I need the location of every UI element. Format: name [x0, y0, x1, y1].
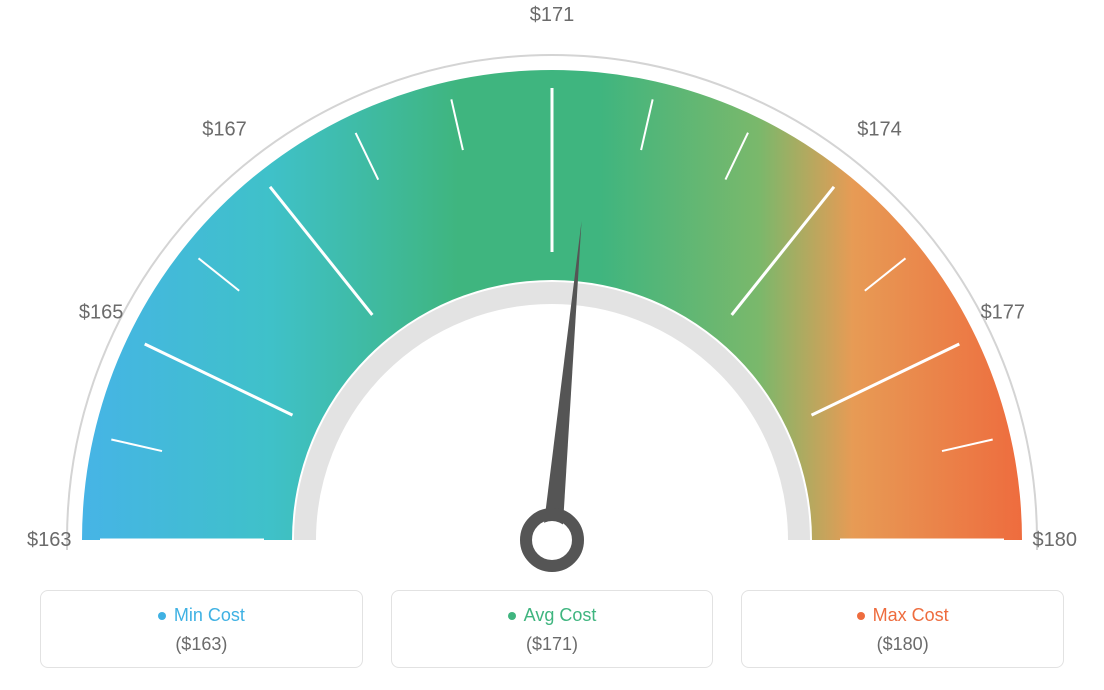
legend-min-box: Min Cost ($163) [40, 590, 363, 668]
tick-label: $180 [1033, 529, 1078, 551]
gauge-svg: $163 $165 $167 $171 $174 $177 $180 [0, 0, 1104, 580]
tick-label: $165 [79, 301, 124, 323]
tick-label: $163 [27, 529, 72, 551]
legend-max-label: Max Cost [873, 605, 949, 626]
tick-label: $174 [857, 119, 902, 141]
legend-min-value: ($163) [51, 634, 352, 655]
tick-label: $177 [981, 301, 1026, 323]
needle-hub-fill [533, 521, 571, 559]
legend-min-dot [158, 612, 166, 620]
legend-min-label: Min Cost [174, 605, 245, 626]
legend-avg-dot [508, 612, 516, 620]
legend-max-dot [857, 612, 865, 620]
tick-label: $167 [202, 119, 247, 141]
legend-max-value: ($180) [752, 634, 1053, 655]
tick-label: $171 [530, 4, 575, 26]
legend-avg-box: Avg Cost ($171) [391, 590, 714, 668]
legend-row: Min Cost ($163) Avg Cost ($171) Max Cost… [0, 590, 1104, 668]
legend-max-box: Max Cost ($180) [741, 590, 1064, 668]
cost-gauge-chart: $163 $165 $167 $171 $174 $177 $180 Min Cost ($… [0, 0, 1104, 690]
legend-avg-label: Avg Cost [524, 605, 597, 626]
legend-avg-value: ($171) [402, 634, 703, 655]
